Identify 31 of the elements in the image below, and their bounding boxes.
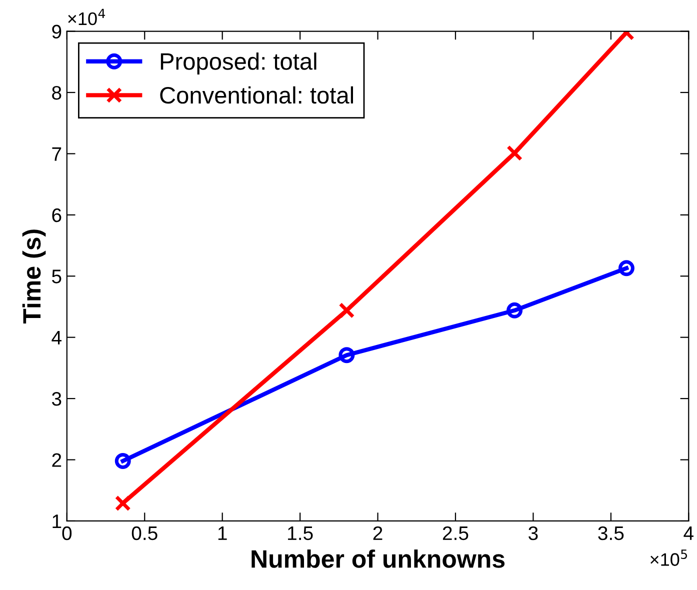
y-tick-label: 2 — [52, 453, 62, 467]
x-tick-label: 2.5 — [442, 526, 468, 540]
x-tick-label: 2 — [373, 526, 382, 540]
y-tick-label: 5 — [52, 270, 62, 284]
y-tick-label: 9 — [52, 24, 62, 39]
point — [338, 347, 355, 364]
x-tick-label: 0.5 — [132, 526, 158, 540]
point — [506, 302, 523, 318]
y-tick-label: 6 — [52, 208, 62, 222]
point — [506, 145, 523, 162]
x-tick-label: 4 — [684, 526, 694, 540]
x-tick-label: 3 — [528, 526, 538, 540]
legend-label: Conventional: total — [160, 86, 353, 104]
y-tick-label: 1 — [52, 514, 62, 528]
y-tick-label: 7 — [52, 147, 62, 161]
legend-label: Proposed: total — [160, 52, 316, 75]
x-axis-title: Number of unknowns — [252, 550, 505, 568]
point — [618, 260, 634, 276]
point — [114, 495, 131, 512]
y-tick-label: 4 — [52, 331, 62, 344]
text: ×10$^{5}$ — [650, 550, 688, 566]
y-tick-label: 3 — [52, 392, 62, 406]
point — [114, 452, 131, 469]
text: ×10$^{4}$ — [68, 8, 106, 26]
x-tick-label: 1.5 — [288, 526, 313, 540]
point — [338, 302, 355, 318]
y-axis-title: Time (s) — [22, 230, 46, 324]
y-tick-label: 8 — [52, 86, 62, 100]
x-tick-label: 0 — [62, 526, 72, 540]
x-tick-label: 3.5 — [598, 526, 624, 540]
x-tick-label: 1 — [218, 526, 227, 540]
